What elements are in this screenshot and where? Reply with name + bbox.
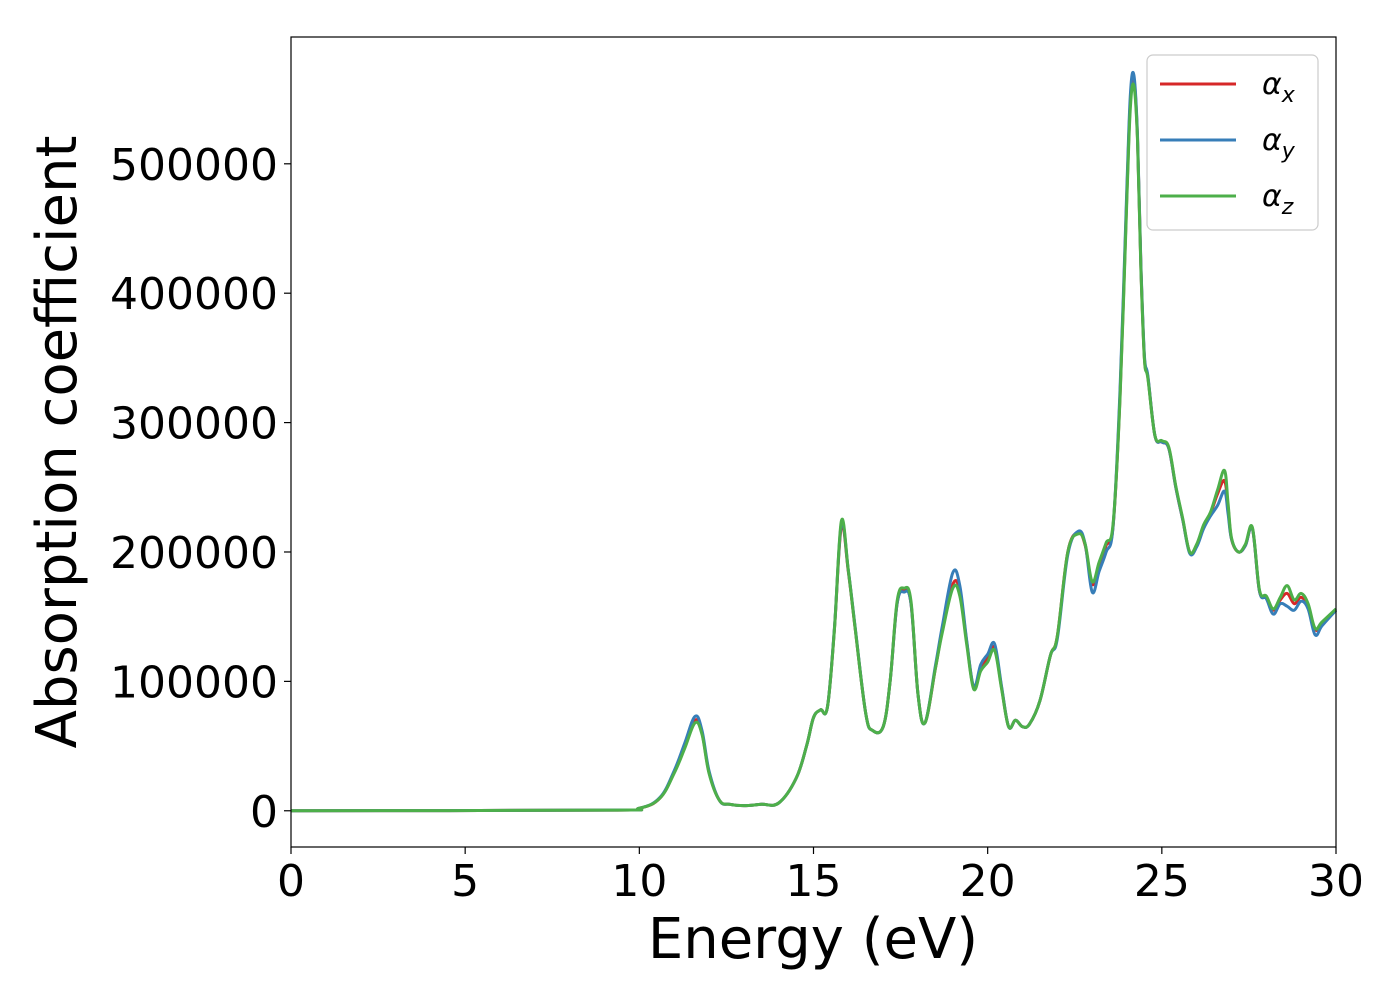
x-tick-label: 20 [960, 856, 1016, 907]
x-axis: 0 5 10 15 20 25 30 [277, 847, 1364, 907]
y-tick-label: 400000 [110, 269, 278, 320]
series-line-z [290, 82, 1338, 813]
x-axis-title: Energy (eV) [648, 907, 978, 972]
y-tick-label: 300000 [110, 399, 278, 450]
y-tick-label: 500000 [110, 140, 278, 191]
y-axis: 0 100000 200000 300000 400000 500000 [110, 140, 291, 838]
series-layer [290, 70, 1338, 813]
x-tick-label: 25 [1134, 856, 1190, 907]
x-tick-label: 0 [277, 856, 305, 907]
x-tick-label: 30 [1308, 856, 1364, 907]
y-tick-label: 0 [250, 787, 278, 838]
y-tick-label: 100000 [110, 657, 278, 708]
y-axis-title: Absorption coefficient [25, 136, 90, 749]
legend-box [1146, 54, 1319, 231]
x-tick-label: 5 [451, 856, 479, 907]
x-tick-label: 15 [786, 856, 842, 907]
y-tick-label: 200000 [110, 528, 278, 579]
x-tick-label: 10 [611, 856, 667, 907]
